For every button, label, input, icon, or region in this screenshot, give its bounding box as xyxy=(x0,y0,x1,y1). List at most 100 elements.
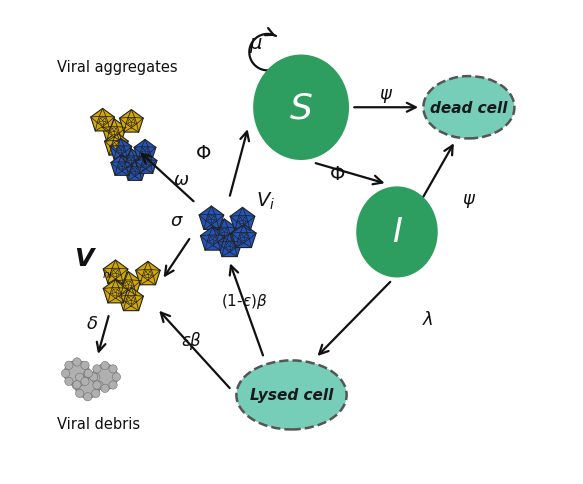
Circle shape xyxy=(125,282,132,288)
Ellipse shape xyxy=(423,77,514,139)
Circle shape xyxy=(143,162,149,168)
Polygon shape xyxy=(207,236,218,246)
Circle shape xyxy=(239,217,246,224)
Text: $\Phi$: $\Phi$ xyxy=(329,165,345,183)
Circle shape xyxy=(73,381,81,389)
Text: $\boldsymbol{V}$: $\boldsymbol{V}$ xyxy=(74,247,97,271)
Polygon shape xyxy=(206,215,217,226)
Polygon shape xyxy=(103,280,128,303)
Circle shape xyxy=(61,369,70,378)
Polygon shape xyxy=(217,234,242,257)
Text: $\lambda$: $\lambda$ xyxy=(422,310,434,328)
Circle shape xyxy=(113,373,121,381)
Circle shape xyxy=(101,384,109,393)
Circle shape xyxy=(76,390,84,398)
Circle shape xyxy=(76,373,84,381)
Polygon shape xyxy=(135,153,157,174)
Polygon shape xyxy=(238,233,250,243)
Text: $\psi$: $\psi$ xyxy=(379,87,394,105)
Text: $_{ni}$: $_{ni}$ xyxy=(102,266,114,281)
Polygon shape xyxy=(130,167,140,177)
Circle shape xyxy=(226,243,233,250)
Text: Lysed cell: Lysed cell xyxy=(250,388,333,403)
Polygon shape xyxy=(124,160,146,181)
Polygon shape xyxy=(120,149,142,170)
Text: $\varepsilon\beta$: $\varepsilon\beta$ xyxy=(181,329,202,351)
Polygon shape xyxy=(141,161,151,170)
Polygon shape xyxy=(219,228,230,238)
Circle shape xyxy=(92,373,100,381)
Text: dead cell: dead cell xyxy=(430,101,508,116)
Circle shape xyxy=(65,362,73,370)
Polygon shape xyxy=(123,280,134,291)
Circle shape xyxy=(75,373,101,398)
Circle shape xyxy=(109,381,117,389)
Circle shape xyxy=(112,270,119,277)
Polygon shape xyxy=(201,227,225,251)
Polygon shape xyxy=(91,109,114,132)
Text: $\mu$: $\mu$ xyxy=(248,36,262,55)
Polygon shape xyxy=(110,288,121,299)
Ellipse shape xyxy=(253,55,349,161)
Polygon shape xyxy=(102,120,126,142)
Circle shape xyxy=(65,378,73,386)
Polygon shape xyxy=(111,155,133,176)
Polygon shape xyxy=(237,216,248,227)
Polygon shape xyxy=(103,260,128,284)
Ellipse shape xyxy=(356,187,438,278)
Circle shape xyxy=(92,390,100,398)
Circle shape xyxy=(111,129,117,136)
Polygon shape xyxy=(231,225,256,248)
Circle shape xyxy=(93,381,101,389)
Text: $\delta$: $\delta$ xyxy=(86,314,99,333)
Polygon shape xyxy=(120,110,143,133)
Circle shape xyxy=(83,393,92,401)
Polygon shape xyxy=(136,262,160,285)
Polygon shape xyxy=(125,296,136,306)
Text: $\psi$: $\psi$ xyxy=(462,191,476,209)
Circle shape xyxy=(81,362,89,370)
Circle shape xyxy=(73,358,81,366)
Circle shape xyxy=(118,148,124,154)
Polygon shape xyxy=(116,272,141,296)
Polygon shape xyxy=(142,270,153,281)
Polygon shape xyxy=(104,133,128,156)
Polygon shape xyxy=(110,139,132,160)
Circle shape xyxy=(208,216,215,223)
Circle shape xyxy=(112,289,119,296)
Polygon shape xyxy=(230,208,255,231)
Text: $\omega$: $\omega$ xyxy=(173,171,189,189)
Polygon shape xyxy=(126,118,136,128)
Circle shape xyxy=(240,234,247,241)
Polygon shape xyxy=(199,207,224,230)
Circle shape xyxy=(113,142,120,149)
Text: $\sigma$: $\sigma$ xyxy=(170,212,184,229)
Circle shape xyxy=(99,118,106,125)
Circle shape xyxy=(109,365,117,373)
Polygon shape xyxy=(212,220,237,243)
Polygon shape xyxy=(134,140,156,161)
Text: Viral debris: Viral debris xyxy=(57,416,140,431)
Polygon shape xyxy=(111,141,122,151)
Polygon shape xyxy=(97,117,108,127)
Polygon shape xyxy=(119,287,143,311)
Text: Viral aggregates: Viral aggregates xyxy=(57,60,177,75)
Circle shape xyxy=(128,297,135,304)
Circle shape xyxy=(72,381,80,390)
Circle shape xyxy=(132,168,138,175)
Circle shape xyxy=(83,370,92,378)
Circle shape xyxy=(95,381,103,390)
Polygon shape xyxy=(109,127,120,137)
Circle shape xyxy=(93,365,101,373)
Circle shape xyxy=(64,361,90,387)
Circle shape xyxy=(145,271,152,278)
Polygon shape xyxy=(140,148,150,157)
Ellipse shape xyxy=(236,361,347,430)
Text: $\Phi$: $\Phi$ xyxy=(195,144,211,163)
Polygon shape xyxy=(126,156,136,166)
Text: $(1\text{-}\varepsilon)\beta$: $(1\text{-}\varepsilon)\beta$ xyxy=(222,292,268,311)
Text: $I$: $I$ xyxy=(392,216,402,249)
Text: $V_i$: $V_i$ xyxy=(255,191,275,212)
Polygon shape xyxy=(110,269,121,279)
Text: $S$: $S$ xyxy=(289,91,313,125)
